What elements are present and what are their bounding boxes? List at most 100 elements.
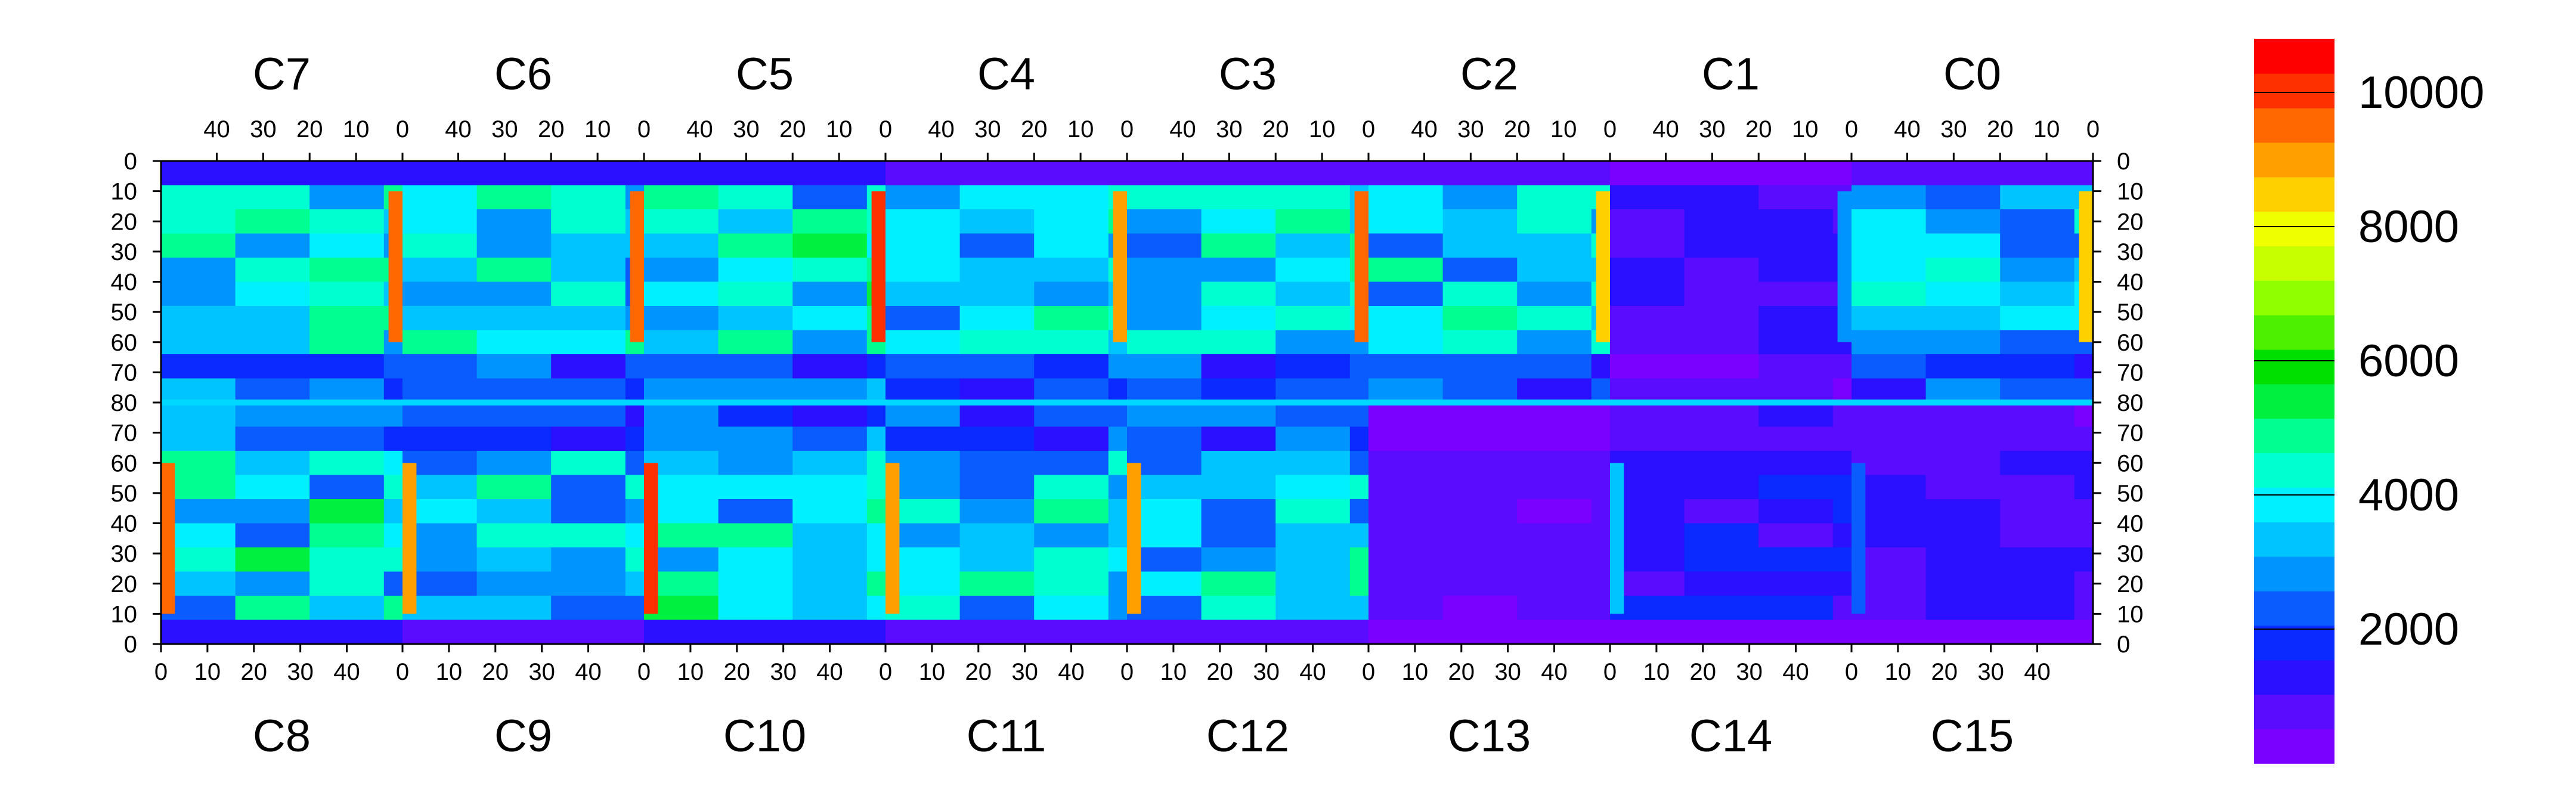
left-y-tick-label: 60 — [111, 450, 138, 476]
heatmap-cell — [1517, 499, 1592, 524]
heatmap-cell — [235, 258, 310, 283]
heatmap-cell — [1349, 426, 1369, 451]
top-x-tick-label: 20 — [1504, 116, 1531, 143]
heatmap-cell — [476, 403, 552, 428]
bottom-x-tick-label: 0 — [1120, 659, 1134, 685]
heatmap-cell — [1442, 403, 1518, 428]
heatmap-cell — [383, 451, 403, 476]
heatmap-cell — [792, 547, 868, 572]
heatmap-cell — [1349, 523, 1369, 548]
heatmap-cell — [718, 523, 793, 548]
heatmap-cell — [1852, 185, 1927, 210]
heatmap-cell — [866, 378, 886, 403]
colorbar-segment — [2254, 590, 2334, 626]
heatmap-cell — [866, 523, 886, 548]
left-y-tick-label: 40 — [111, 511, 138, 537]
heatmap-cell — [959, 451, 1035, 476]
heatmap-cell — [309, 499, 385, 524]
heatmap-cell — [1517, 451, 1592, 476]
heatmap-cell — [1108, 378, 1128, 403]
bottom-x-tick-label: 30 — [1011, 659, 1038, 685]
heatmap-cell — [1108, 426, 1128, 451]
chip-block-c5 — [644, 161, 886, 403]
hot-column-strip — [871, 191, 886, 342]
colorbar-segment — [2254, 418, 2334, 454]
colorbar-segment — [2254, 729, 2334, 764]
chip-label-c1: C1 — [1702, 49, 1760, 100]
heatmap-cell — [1591, 499, 1611, 524]
hot-column-strip — [886, 463, 900, 614]
top-x-tick-label: 0 — [637, 116, 651, 143]
heatmap-cell — [1275, 233, 1351, 258]
heatmap-cell — [1684, 258, 1759, 283]
bottom-x-tick-label: 10 — [1160, 659, 1187, 685]
heatmap-cell — [1832, 426, 1852, 451]
heatmap-cell — [1442, 161, 1518, 186]
heatmap-cell — [1368, 523, 1444, 548]
heatmap-cell — [1034, 451, 1109, 476]
top-x-tick-label: 10 — [1550, 116, 1577, 143]
heatmap-cell — [718, 426, 793, 451]
heatmap-cell — [476, 426, 552, 451]
top-x-tick-label: 10 — [1067, 116, 1094, 143]
left-y-tick-label: 40 — [111, 270, 138, 296]
heatmap-cell — [1758, 354, 1834, 379]
heatmap-cell — [551, 499, 626, 524]
heatmap-cell — [1201, 475, 1276, 500]
heatmap-cell — [1127, 426, 1202, 451]
heatmap-cell — [959, 403, 1035, 428]
bottom-x-tick-label: 10 — [919, 659, 946, 685]
heatmap-cell — [792, 475, 868, 500]
left-y-tick-label: 30 — [111, 541, 138, 567]
top-x-tick-label: 10 — [1792, 116, 1819, 143]
heatmap-cell — [1275, 523, 1351, 548]
left-y-tick-label: 10 — [111, 601, 138, 627]
heatmap-cell — [792, 209, 868, 234]
heatmap-cell — [718, 571, 793, 596]
heatmap-cell — [1275, 281, 1351, 307]
hot-column-strip — [402, 463, 417, 614]
heatmap-cell — [1034, 330, 1109, 355]
bottom-x-tick-label: 20 — [724, 659, 751, 685]
heatmap-cell — [1275, 620, 1351, 645]
heatmap-cell — [1201, 161, 1276, 186]
top-x-tick-label: 20 — [779, 116, 806, 143]
heatmap-cell — [1758, 185, 1834, 210]
chip-block-c8 — [161, 403, 403, 645]
chip-label-c6: C6 — [494, 49, 552, 100]
heatmap-cell — [1442, 523, 1518, 548]
heatmap-cell — [792, 161, 868, 186]
heatmap-cell — [161, 306, 236, 331]
heatmap-cell — [625, 547, 645, 572]
heatmap-cell — [959, 330, 1035, 355]
hot-column-strip — [388, 191, 402, 342]
heatmap-cell — [1832, 475, 1852, 500]
heatmap-cell — [1852, 258, 1927, 283]
heatmap-cell — [1349, 161, 1369, 186]
heatmap-cell — [792, 403, 868, 428]
top-x-tick-label: 40 — [1894, 116, 1921, 143]
left-y-tick-label: 70 — [111, 420, 138, 447]
heatmap-cell — [1852, 378, 1927, 403]
heatmap-cell — [2074, 547, 2094, 572]
hot-column-strip — [2079, 191, 2093, 342]
chip-label-c9: C9 — [494, 711, 552, 761]
heatmap-cell — [1758, 451, 1834, 476]
chip-block-c11 — [886, 403, 1128, 645]
heatmap-cell — [1610, 281, 1685, 307]
heatmap-cell — [161, 161, 236, 186]
bottom-x-tick-label: 40 — [1299, 659, 1326, 685]
bottom-x-tick-label: 20 — [482, 659, 509, 685]
heatmap-cell — [1275, 330, 1351, 355]
heatmap-cell — [383, 547, 403, 572]
colorbar-segment — [2254, 453, 2334, 488]
heatmap-cell — [1201, 354, 1276, 379]
heatmap-cell — [402, 209, 478, 234]
heatmap-cell — [1925, 281, 2001, 307]
heatmap-cell — [718, 185, 793, 210]
heatmap-cell — [551, 571, 626, 596]
heatmap-cell — [235, 403, 310, 428]
heatmap-cell — [2000, 378, 2075, 403]
top-x-tick-label: 30 — [491, 116, 518, 143]
left-y-tick-label: 50 — [111, 481, 138, 507]
